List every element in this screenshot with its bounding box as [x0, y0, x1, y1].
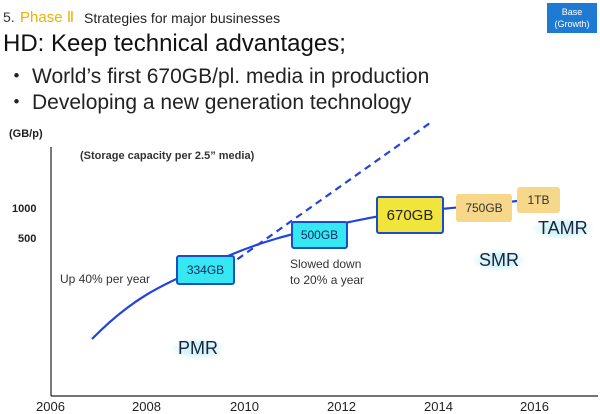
milestone-750gb: 750GB — [456, 194, 512, 222]
slide-subtitle: Strategies for major businesses — [84, 10, 281, 26]
bullet-item: ・ Developing a new generation technology — [6, 86, 411, 116]
y-tick-label: 1000 — [12, 203, 37, 215]
badge-line-1: Base — [561, 7, 583, 17]
x-tick-label: 2006 — [36, 399, 65, 414]
x-tick-label: 2016 — [520, 399, 549, 414]
y-axis-unit-label: (GB/p) — [9, 128, 43, 140]
bullet-text: World’s first 670GB/pl. media in product… — [32, 65, 430, 88]
badge-line-2: (Growth) — [554, 19, 590, 29]
milestone-334gb: 334GB — [176, 255, 235, 285]
bullet-item: ・ World’s first 670GB/pl. media in produc… — [6, 60, 429, 90]
bullet-marker: ・ — [6, 91, 27, 114]
milestone-670gb: 670GB — [376, 196, 444, 234]
bullet-marker: ・ — [6, 65, 27, 88]
bullet-text: Developing a new generation technology — [32, 91, 412, 114]
phase-name: Phase Ⅱ — [20, 9, 75, 26]
slide-headline: HD: Keep technical advantages; — [3, 30, 346, 57]
trend-dashed-line — [207, 122, 431, 281]
x-tick-label: 2008 — [132, 399, 161, 414]
milestone-500gb: 500GB — [291, 221, 348, 249]
x-tick-label: 2014 — [424, 399, 453, 414]
tech-label-tamr: TAMR — [532, 218, 594, 239]
y-tick-label: 500 — [18, 233, 37, 245]
x-tick-label: 2010 — [230, 399, 259, 414]
annotation-40-percent: Up 40% per year — [60, 272, 151, 286]
x-tick-label: 2012 — [327, 399, 356, 414]
annotation-slowed-line1: Slowed down — [290, 257, 362, 271]
milestone-1tb: 1TB — [517, 187, 560, 213]
tech-label-pmr: PMR — [172, 338, 224, 359]
chart-caption: (Storage capacity per 2.5” media) — [80, 150, 255, 162]
annotation-slowed-line2: to 20% a year — [290, 273, 365, 287]
base-growth-badge: Base (Growth) — [547, 3, 597, 33]
phase-number: 5. — [3, 9, 15, 25]
tech-label-smr: SMR — [473, 250, 525, 271]
